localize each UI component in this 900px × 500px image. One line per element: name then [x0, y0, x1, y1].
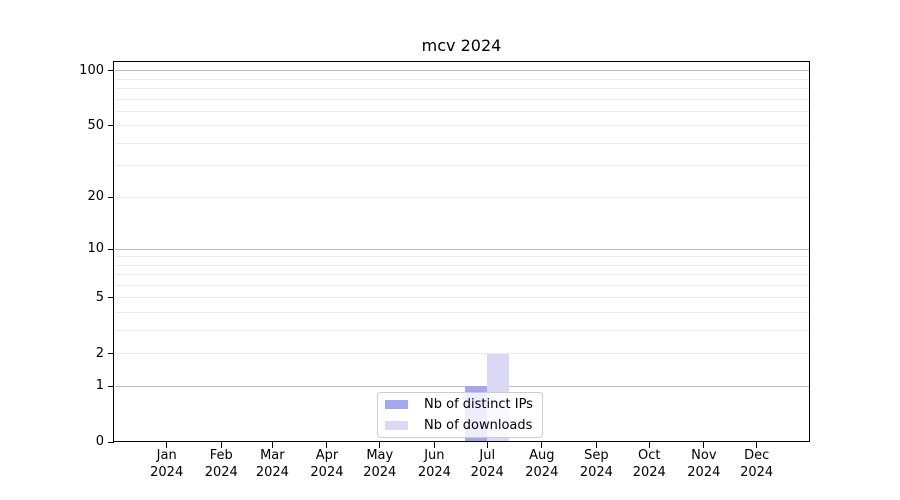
- gridline-minor: [114, 274, 809, 276]
- gridline-minor: [114, 353, 809, 355]
- x-axis-tick: [756, 442, 758, 448]
- x-label-month: Sep: [584, 448, 609, 463]
- x-axis-tick: [271, 442, 273, 448]
- x-label-year: 2024: [150, 465, 184, 480]
- legend-row-distinct-ips: Nb of distinct IPs: [385, 396, 536, 414]
- x-label-year: 2024: [255, 465, 289, 480]
- gridline-minor: [114, 88, 809, 90]
- y-axis-tick-label: 5: [95, 289, 104, 305]
- chart-title: mcv 2024: [421, 36, 502, 55]
- gridline-minor: [114, 142, 809, 144]
- gridline-minor: [114, 297, 809, 299]
- x-label-year: 2024: [687, 465, 721, 480]
- x-axis-tick: [595, 442, 597, 448]
- plot-area-frame: [113, 61, 810, 442]
- x-axis-tick: [648, 442, 650, 448]
- x-axis-tick: [379, 442, 381, 448]
- gridline-minor: [114, 330, 809, 332]
- gridline-minor: [114, 264, 809, 266]
- x-label-month: Apr: [315, 448, 339, 463]
- y-axis-tick: [107, 70, 114, 72]
- x-axis-tick-label: May 2024: [348, 447, 412, 481]
- x-label-month: Jul: [479, 448, 496, 463]
- x-label-month: Oct: [637, 448, 661, 463]
- legend-label-distinct-ips: Nb of distinct IPs: [424, 397, 533, 413]
- legend-swatch-downloads: [385, 420, 408, 430]
- gridline-major: [114, 248, 809, 250]
- gridline-minor: [114, 78, 809, 80]
- chart-legend: Nb of distinct IPs Nb of downloads: [377, 392, 543, 438]
- y-axis-tick-label: 10: [87, 241, 104, 257]
- x-label-year: 2024: [525, 465, 559, 480]
- gridline-major: [114, 385, 809, 387]
- legend-row-downloads: Nb of downloads: [385, 417, 536, 435]
- x-axis-tick-label: Oct 2024: [617, 447, 681, 481]
- y-axis-tick: [107, 441, 114, 443]
- y-axis-tick: [107, 297, 114, 299]
- gridline-minor: [114, 165, 809, 167]
- x-axis-tick-label: Jun 2024: [402, 447, 466, 481]
- x-axis-tick: [703, 442, 705, 448]
- x-axis-tick-label: Jul 2024: [455, 447, 519, 481]
- x-label-month: May: [366, 448, 394, 463]
- legend-swatch-distinct-ips: [385, 400, 408, 410]
- x-label-month: Jan: [156, 448, 177, 463]
- x-axis-tick-label: Dec 2024: [725, 447, 789, 481]
- y-axis-tick-label: 2: [95, 345, 104, 361]
- x-label-month: Mar: [260, 448, 285, 463]
- gridline-minor: [114, 312, 809, 314]
- y-axis-tick-label: 0: [95, 434, 104, 449]
- gridline-minor: [114, 110, 809, 112]
- gridline-minor: [114, 196, 809, 198]
- x-axis-tick: [220, 442, 222, 448]
- gridline-minor: [114, 256, 809, 258]
- x-label-year: 2024: [579, 465, 613, 480]
- y-axis-tick: [107, 385, 114, 387]
- y-axis-tick-label: 20: [87, 189, 104, 205]
- x-label-month: Feb: [209, 448, 233, 463]
- x-axis-tick-label: Apr 2024: [295, 447, 359, 481]
- y-axis-tick: [107, 196, 114, 198]
- x-axis-tick-label: Sep 2024: [564, 447, 628, 481]
- x-label-month: Aug: [529, 448, 555, 463]
- x-axis-tick-label: Feb 2024: [189, 447, 253, 481]
- x-label-year: 2024: [470, 465, 504, 480]
- gridline-minor: [114, 125, 809, 127]
- gridline-major: [114, 70, 809, 72]
- y-axis-tick-label: 50: [87, 117, 104, 133]
- x-label-year: 2024: [310, 465, 344, 480]
- x-label-year: 2024: [740, 465, 774, 480]
- x-axis-tick-label: Mar 2024: [240, 447, 304, 481]
- y-axis-tick: [107, 125, 114, 127]
- x-label-year: 2024: [417, 465, 451, 480]
- x-axis-tick-label: Aug 2024: [510, 447, 574, 481]
- x-label-month: Dec: [744, 448, 770, 463]
- x-axis-tick: [166, 442, 168, 448]
- x-axis-tick: [326, 442, 328, 448]
- y-axis-tick: [107, 248, 114, 250]
- x-axis-tick-label: Nov 2024: [672, 447, 736, 481]
- y-axis-tick-label: 100: [79, 62, 104, 78]
- legend-label-downloads: Nb of downloads: [424, 417, 533, 433]
- y-axis-tick: [107, 353, 114, 355]
- x-axis-tick-label: Jan 2024: [135, 447, 199, 481]
- x-axis-tick: [541, 442, 543, 448]
- x-label-year: 2024: [632, 465, 666, 480]
- x-label-year: 2024: [204, 465, 238, 480]
- x-label-year: 2024: [363, 465, 397, 480]
- x-label-month: Nov: [691, 448, 717, 463]
- x-axis-tick: [433, 442, 435, 448]
- x-label-month: Jun: [424, 448, 445, 463]
- gridline-minor: [114, 285, 809, 287]
- y-axis-tick-label: 1: [95, 378, 104, 394]
- gridline-minor: [114, 98, 809, 100]
- x-axis-tick: [486, 442, 488, 448]
